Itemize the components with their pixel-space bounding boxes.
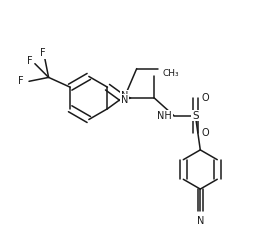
Text: O: O [201,93,209,103]
Text: CH₃: CH₃ [162,69,179,78]
Text: N: N [121,91,128,101]
Text: N: N [197,215,204,226]
Text: N: N [121,95,128,105]
Text: F: F [18,76,24,86]
Text: O: O [201,128,209,138]
Text: F: F [27,56,33,66]
Text: F: F [40,48,45,58]
Text: S: S [192,111,199,121]
Text: NH: NH [157,111,172,121]
